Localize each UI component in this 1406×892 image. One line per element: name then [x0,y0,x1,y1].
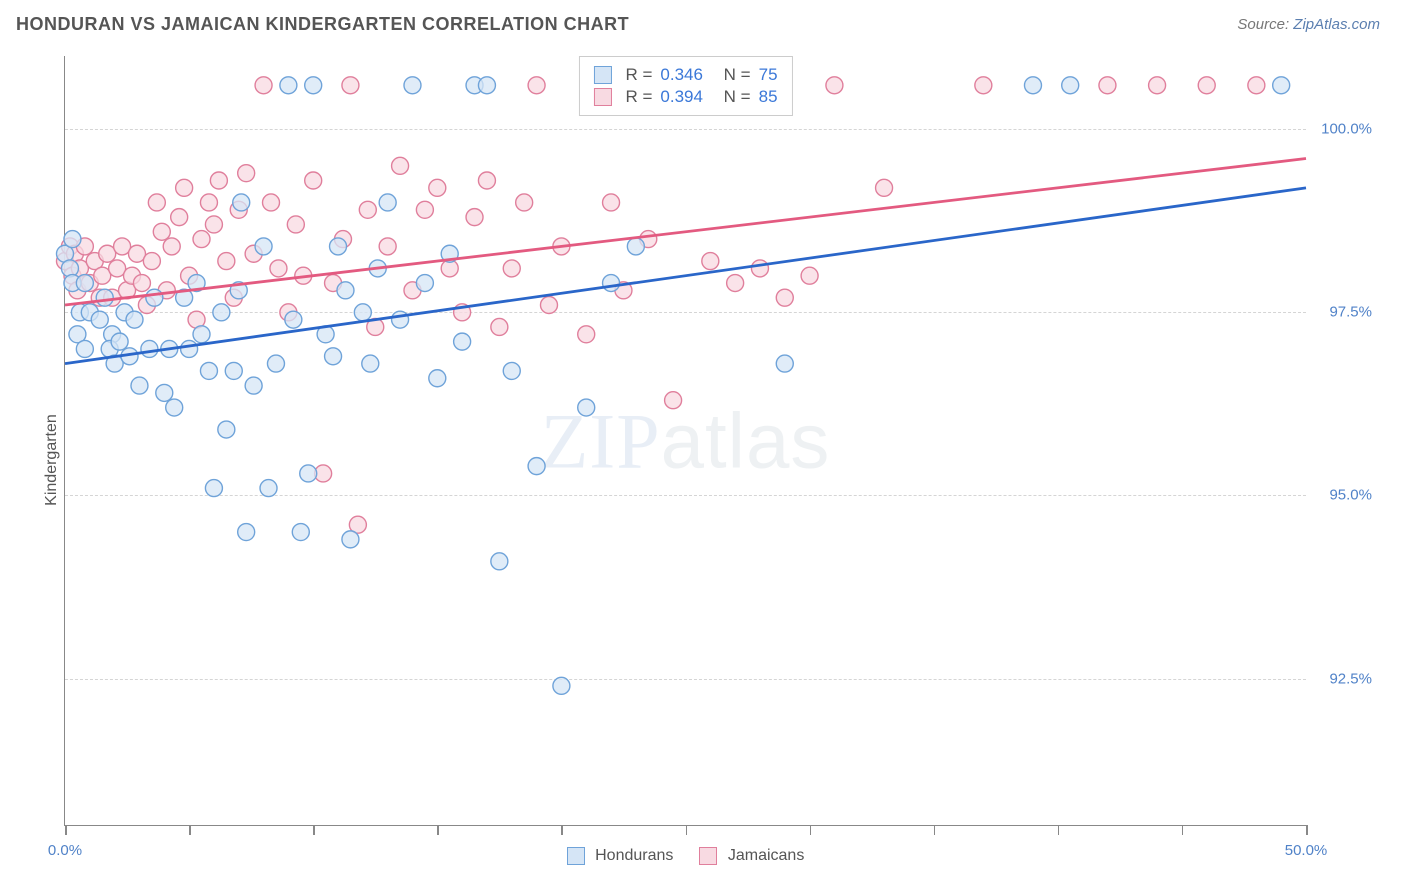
trend-line [65,159,1306,305]
legend-item-jamaicans: Jamaicans [699,847,804,865]
y-tick-label: 97.5% [1329,304,1372,321]
n-label: N = [724,87,751,107]
legend-item-hondurans: Hondurans [567,847,674,865]
jamaicans-label: Jamaicans [728,847,804,864]
source-attribution: Source: ZipAtlas.com [1237,16,1380,33]
x-tick [686,825,688,835]
x-tick [313,825,315,835]
trend-line [65,188,1306,364]
x-tick-label: 50.0% [1285,842,1328,859]
hondurans-r-value: 0.346 [660,65,703,85]
correlation-legend: R = 0.346 N = 75 R = 0.394 N = 85 [578,56,792,116]
hondurans-swatch-icon [567,847,585,865]
jamaicans-swatch-icon [593,88,611,106]
legend-row-hondurans: R = 0.346 N = 75 [593,65,777,85]
x-tick [189,825,191,835]
y-axis-label: Kindergarten [43,414,61,506]
source-prefix: Source: [1237,16,1293,33]
jamaicans-swatch-icon [699,847,717,865]
chart-title: HONDURAN VS JAMAICAN KINDERGARTEN CORREL… [16,14,629,35]
hondurans-swatch-icon [593,66,611,84]
r-label: R = [625,65,652,85]
r-label: R = [625,87,652,107]
n-label: N = [724,65,751,85]
y-tick-label: 92.5% [1329,670,1372,687]
x-tick [437,825,439,835]
legend-row-jamaicans: R = 0.394 N = 85 [593,87,777,107]
plot-area: ZIPatlas R = 0.346 N = 75 R = 0.394 N = … [64,56,1306,826]
series-legend: Hondurans Jamaicans [65,847,1306,865]
x-tick [65,825,67,835]
jamaicans-n-value: 85 [759,87,778,107]
hondurans-label: Hondurans [595,847,673,864]
x-tick [561,825,563,835]
x-tick [1182,825,1184,835]
chart-container: Kindergarten ZIPatlas R = 0.346 N = 75 R… [16,48,1380,872]
x-tick [1306,825,1308,835]
x-tick-label: 0.0% [48,842,82,859]
source-link[interactable]: ZipAtlas.com [1293,16,1380,33]
hondurans-n-value: 75 [759,65,778,85]
x-tick [934,825,936,835]
jamaicans-r-value: 0.394 [660,87,703,107]
y-tick-label: 100.0% [1321,121,1372,138]
x-tick [810,825,812,835]
trend-lines-layer [65,56,1306,825]
x-tick [1058,825,1060,835]
y-tick-label: 95.0% [1329,487,1372,504]
